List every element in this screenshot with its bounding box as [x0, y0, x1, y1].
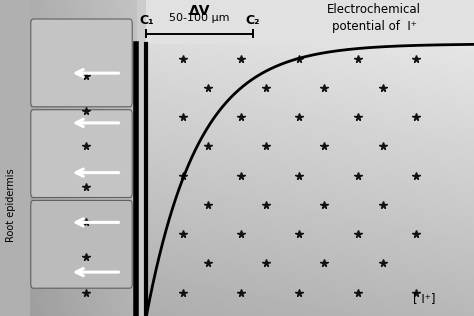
FancyBboxPatch shape: [31, 200, 132, 288]
FancyBboxPatch shape: [31, 19, 132, 107]
FancyBboxPatch shape: [31, 110, 132, 198]
Text: C₁: C₁: [139, 14, 154, 27]
Text: C₂: C₂: [246, 14, 260, 27]
Text: Root epidermis: Root epidermis: [6, 168, 16, 242]
Bar: [0, 0, 30, 316]
Text: [ I⁺]: [ I⁺]: [413, 292, 435, 305]
Text: Electrochemical
potential of  I⁺: Electrochemical potential of I⁺: [327, 3, 421, 33]
Text: ΔV: ΔV: [189, 4, 210, 18]
Text: 50-100 μm: 50-100 μm: [169, 13, 230, 23]
